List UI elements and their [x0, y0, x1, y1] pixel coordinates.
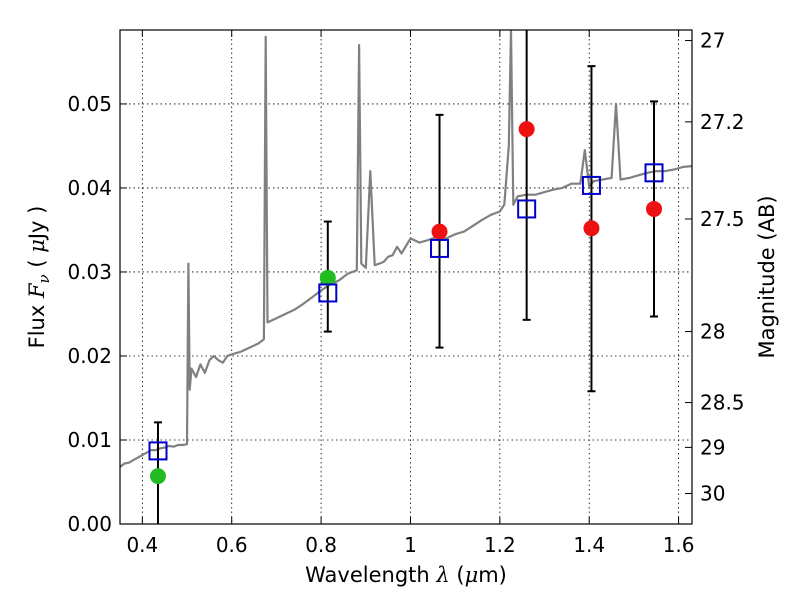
- blue-square-marker: [644, 163, 664, 183]
- y-axis-label-open: (: [25, 253, 49, 275]
- error-bar: [522, 30, 531, 321]
- x-tick-label: 0.8: [305, 533, 337, 557]
- blue-square-marker: [517, 199, 537, 219]
- y2-tick-label: 30: [700, 481, 725, 505]
- x-tick-label: 0.4: [126, 533, 158, 557]
- red-dot-marker: [646, 200, 663, 217]
- y-tick-label: 0.02: [67, 344, 112, 368]
- x-axis-label-text: Wavelength: [305, 563, 436, 587]
- y2-tick-label: 27.2: [700, 110, 745, 134]
- y2-tick-label: 27: [700, 29, 725, 53]
- y-axis-label-text: Flux: [25, 298, 49, 348]
- x-axis-label-lambda: λ: [435, 563, 449, 587]
- x-tick-label: 1.4: [573, 533, 605, 557]
- y2-tick-label: 28.5: [700, 391, 745, 415]
- blue-square-marker: [148, 441, 168, 461]
- y2-tick-label: 29: [700, 435, 725, 459]
- red-dot-marker: [583, 220, 600, 237]
- y2-axis-label: Magnitude (AB): [755, 195, 779, 358]
- x-tick-label: 0.6: [216, 533, 248, 557]
- blue-square-marker: [318, 283, 338, 303]
- y-tick-label: 0.03: [67, 260, 112, 284]
- x-tick-label: 1: [404, 533, 417, 557]
- x-tick-label: 1.2: [484, 533, 516, 557]
- blue-square-marker: [430, 238, 450, 258]
- grid-lines: [120, 30, 692, 525]
- red-dot-marker: [518, 121, 535, 138]
- y-axis-label-nu: ν: [35, 274, 53, 283]
- y-tick-label: 0.00: [67, 512, 112, 536]
- y2-tick-label: 28: [700, 320, 725, 344]
- y-axis-label: Flux Fν ( μJy ): [25, 206, 53, 349]
- y-axis-label-mu: μ: [25, 239, 49, 253]
- red-dot-marker: [431, 223, 448, 240]
- x-tick-label: 1.6: [663, 533, 695, 557]
- x-axis-label-unit: m): [478, 563, 507, 587]
- y-tick-label: 0.01: [67, 428, 112, 452]
- plot-frame: [119, 29, 693, 525]
- y-axis-label-f: F: [25, 282, 49, 299]
- x-axis-label-open: (: [450, 563, 465, 587]
- blue-square-marker: [581, 175, 601, 195]
- y-tick-label: 0.04: [67, 176, 112, 200]
- green-dot-marker: [149, 468, 166, 485]
- green-dot-marker: [319, 269, 336, 286]
- y-tick-label: 0.05: [67, 92, 112, 116]
- y2-tick-label: 27.5: [700, 207, 745, 231]
- axis-ticks: 0.4 0.6 0.8 1 1.2 1.4 1.6 0.00 0.01 0.02 0.03 0.04 0…: [67, 29, 744, 557]
- x-axis-label: Wavelength λ (μm): [305, 563, 507, 587]
- y-axis-label-unit: Jy ): [25, 206, 49, 242]
- plot-data: [120, 30, 692, 524]
- spectrum-line: [120, 30, 692, 468]
- x-axis-label-mu: μ: [465, 563, 479, 587]
